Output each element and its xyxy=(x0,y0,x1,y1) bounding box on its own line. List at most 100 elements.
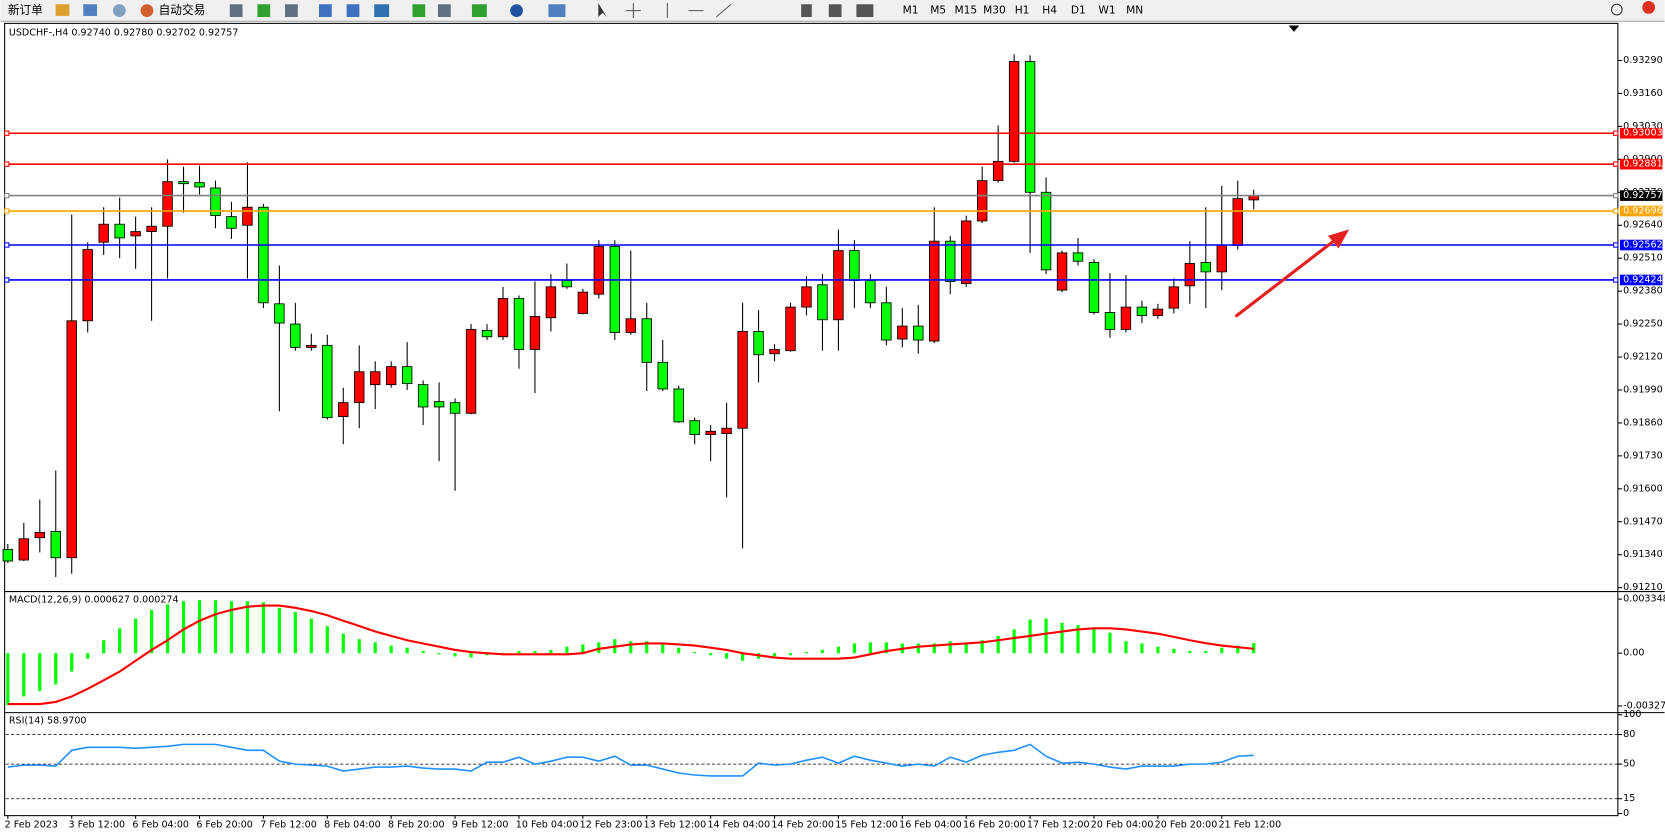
icon[interactable] xyxy=(374,4,390,17)
icon[interactable] xyxy=(666,3,732,19)
macd-bar xyxy=(932,643,936,654)
level-label-box xyxy=(1619,205,1663,217)
macd-bar xyxy=(373,642,377,654)
search-icon[interactable] xyxy=(1610,3,1623,16)
icon[interactable] xyxy=(471,4,487,17)
x-tick-label: 8 Feb 20:00 xyxy=(388,820,445,831)
icon[interactable] xyxy=(828,4,842,17)
macd-bar xyxy=(629,641,633,654)
icon[interactable] xyxy=(437,4,451,17)
macd-bar xyxy=(772,653,777,657)
timeframe-button[interactable]: MN xyxy=(1126,4,1143,17)
macd-bar xyxy=(804,652,809,654)
arrow-head xyxy=(1327,229,1350,249)
candle-body xyxy=(274,303,285,324)
macd-bar xyxy=(980,640,984,654)
level-handle xyxy=(4,192,10,199)
timeframe-button[interactable]: H4 xyxy=(1042,4,1057,17)
level-label-box xyxy=(1619,158,1663,170)
candle-body xyxy=(385,366,397,386)
candle-body xyxy=(2,548,14,562)
candle-body xyxy=(1088,262,1100,313)
x-tick-label: 16 Feb 04:00 xyxy=(899,820,962,831)
level-label: 0.92562 xyxy=(1623,240,1662,251)
macd-bar xyxy=(740,653,745,661)
candle-body xyxy=(689,420,700,436)
candle-body xyxy=(210,187,221,217)
new-order-button[interactable]: 新订单 xyxy=(8,3,43,17)
y-tick-label: 0.93290 xyxy=(1623,55,1662,66)
notification-icon[interactable] xyxy=(1642,1,1656,14)
macd-bar xyxy=(70,653,74,672)
y-tick-label: 100 xyxy=(1623,709,1641,720)
candle-body xyxy=(609,246,621,333)
candle-body xyxy=(1152,308,1164,316)
macd-bar xyxy=(852,643,856,654)
icon[interactable] xyxy=(548,4,566,17)
icon[interactable] xyxy=(856,4,874,17)
macd-bar xyxy=(836,646,841,654)
macd-bar xyxy=(150,609,154,654)
candle-body xyxy=(817,284,828,321)
timeframe-button[interactable]: W1 xyxy=(1098,4,1115,17)
icon[interactable] xyxy=(319,4,332,17)
macd-bar xyxy=(229,601,234,654)
icon[interactable] xyxy=(625,3,641,19)
candle-body xyxy=(753,331,764,356)
candle-body xyxy=(929,240,940,342)
timeframe-button[interactable]: M1 xyxy=(903,4,919,17)
icon[interactable] xyxy=(83,4,98,16)
icon[interactable] xyxy=(55,4,70,16)
candle-body xyxy=(801,286,812,308)
level-label: 0.92424 xyxy=(1623,274,1662,285)
macd-bar xyxy=(165,604,170,654)
level-handle xyxy=(4,161,10,167)
macd-bar xyxy=(405,647,409,654)
y-tick-label: 0.92250 xyxy=(1623,319,1662,330)
icon[interactable] xyxy=(229,4,243,17)
candle-body xyxy=(785,306,796,352)
macd-bar xyxy=(964,642,968,654)
x-tick-label: 17 Feb 12:00 xyxy=(1027,820,1090,831)
candle-body xyxy=(1040,191,1052,271)
candle-body xyxy=(769,348,780,355)
candle-body xyxy=(226,216,237,229)
level-handle xyxy=(4,130,10,136)
icon[interactable] xyxy=(257,4,271,17)
icon[interactable] xyxy=(112,4,126,17)
level-label: 0.92696 xyxy=(1623,206,1662,217)
candle-body xyxy=(370,371,381,386)
y-tick-label: 0.00 xyxy=(1623,648,1644,659)
x-tick-label: 6 Feb 04:00 xyxy=(132,820,189,831)
macd-bar xyxy=(1156,646,1160,654)
timeframe-button[interactable]: M30 xyxy=(983,4,1006,17)
icon[interactable] xyxy=(412,4,426,17)
macd-bar xyxy=(1204,651,1208,654)
auto-trading-button[interactable]: 自动交易 xyxy=(159,3,206,17)
macd-bar xyxy=(1124,641,1128,654)
y-tick-label: 0.93030 xyxy=(1623,121,1662,132)
y-tick-label: 0.91860 xyxy=(1623,417,1662,428)
macd-bar xyxy=(453,653,457,657)
level-label: 0.92757 xyxy=(1623,190,1662,201)
timeframe-button[interactable]: M5 xyxy=(930,4,946,17)
candle-body xyxy=(641,318,652,363)
timeframe-button[interactable]: H1 xyxy=(1015,4,1030,17)
panel-header: USDCHF-,H4 0.92740 0.92780 0.92702 0.927… xyxy=(9,27,239,38)
candle-body xyxy=(1168,286,1180,309)
macd-bar xyxy=(118,628,122,654)
icon[interactable] xyxy=(346,4,360,17)
icon[interactable] xyxy=(801,4,812,17)
icon[interactable] xyxy=(510,4,523,17)
candle-body xyxy=(657,361,668,390)
candle-body xyxy=(66,320,77,559)
candle-body xyxy=(82,249,93,322)
timeframe-button[interactable]: M15 xyxy=(954,4,977,17)
y-tick-label: 50 xyxy=(1623,759,1635,770)
timeframe-button[interactable]: D1 xyxy=(1071,4,1086,17)
macd-bar xyxy=(102,640,106,654)
macd-bar xyxy=(916,643,920,654)
icon[interactable] xyxy=(140,4,154,17)
icon[interactable] xyxy=(285,4,298,17)
x-tick-label: 16 Feb 20:00 xyxy=(963,820,1026,831)
